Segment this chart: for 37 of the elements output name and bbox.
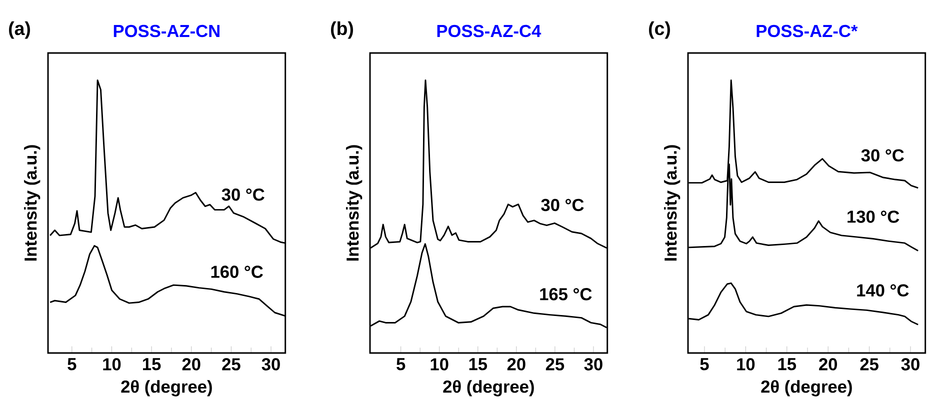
x-tick-label: 5 bbox=[700, 358, 709, 370]
y-axis-title: Intensity (a.u.) bbox=[664, 145, 680, 261]
series-label: 30 °C bbox=[541, 198, 584, 212]
x-tick-label: 25 bbox=[860, 358, 878, 370]
x-tick-label: 30 bbox=[262, 358, 280, 370]
x-tick-label: 25 bbox=[546, 358, 564, 370]
text: (c) bbox=[649, 21, 670, 39]
text: (a) bbox=[9, 21, 30, 39]
series-label: 140 °C bbox=[857, 284, 909, 297]
x-tick-label: 20 bbox=[819, 358, 838, 370]
x-axis-title: 2θ (degree) bbox=[761, 380, 852, 396]
x-tick-label: 15 bbox=[778, 358, 796, 370]
x-tick-label: 5 bbox=[396, 358, 406, 370]
x-tick-label: 5 bbox=[68, 358, 76, 370]
y-axis-title: Intensity (a.u.) bbox=[24, 145, 40, 261]
x-axis-title: 2θ (degree) bbox=[443, 380, 534, 396]
x-tick-label: 20 bbox=[182, 358, 200, 370]
x-tick-label: 30 bbox=[901, 358, 920, 370]
x-tick-label: 10 bbox=[103, 358, 121, 370]
chart-title: POSS-AZ-CN bbox=[114, 24, 220, 38]
chart-title: POSS-AZ-C4 bbox=[437, 24, 542, 38]
x-axis-title: 2θ (degree) bbox=[121, 380, 212, 396]
x-tick-label: 30 bbox=[584, 358, 602, 370]
text: (b) bbox=[331, 21, 354, 39]
x-tick-label: 15 bbox=[469, 358, 488, 370]
chart-title: POSS-AZ-C* bbox=[756, 24, 858, 38]
y-axis-title: Intensity (a.u.) bbox=[346, 145, 362, 261]
series-label: 160 °C bbox=[211, 266, 263, 278]
series-label: 30 °C bbox=[222, 188, 264, 201]
x-tick-label: 15 bbox=[142, 358, 161, 370]
x-tick-label: 20 bbox=[507, 358, 526, 370]
series-label: 130 °C bbox=[848, 210, 900, 223]
x-tick-label: 10 bbox=[430, 358, 448, 370]
x-tick-label: 25 bbox=[222, 358, 240, 370]
series-label: 30 °C bbox=[861, 149, 904, 162]
series-label: 165 °C bbox=[540, 288, 592, 300]
x-tick-label: 10 bbox=[737, 358, 755, 370]
